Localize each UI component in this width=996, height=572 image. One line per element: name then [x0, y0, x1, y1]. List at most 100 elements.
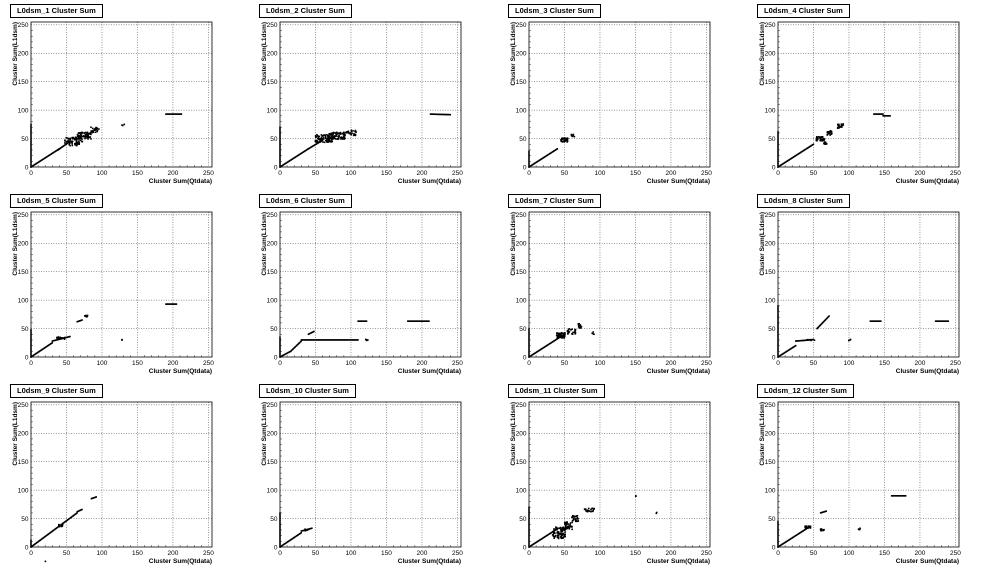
data-point: [572, 518, 575, 521]
x-tick-label: 50: [312, 360, 320, 367]
data-point: [564, 138, 567, 141]
y-axis-label: Cluster Sum(L1dsm): [261, 22, 268, 86]
data-point: [577, 520, 580, 522]
data-point: [563, 137, 566, 139]
data-point: [790, 157, 792, 160]
data-point: [93, 128, 96, 130]
data-point: [809, 527, 812, 529]
data-point: [807, 525, 810, 527]
data-point: [947, 320, 950, 322]
data-point: [875, 113, 878, 115]
data-point: [564, 535, 566, 538]
data-point: [279, 345, 281, 347]
data-point: [311, 339, 313, 341]
data-point: [537, 160, 539, 162]
data-point: [279, 346, 281, 348]
data-point: [528, 545, 530, 547]
data-point: [364, 338, 367, 341]
y-tick-label: 50: [768, 136, 776, 143]
data-point: [824, 141, 827, 143]
data-point: [352, 130, 354, 132]
data-point: [41, 538, 43, 540]
data-point: [810, 144, 812, 147]
data-point: [78, 136, 80, 138]
data-point: [165, 303, 167, 305]
data-point: [279, 142, 281, 145]
plot-frame: [777, 211, 960, 358]
data-point: [777, 354, 779, 357]
data-point: [583, 508, 586, 510]
data-point: [777, 305, 779, 307]
data-point: [304, 149, 307, 152]
data-point: [64, 520, 67, 523]
data-point: [565, 528, 567, 530]
data-point: [279, 342, 281, 345]
data-point: [528, 530, 530, 533]
data-point: [883, 115, 885, 117]
data-point: [310, 332, 312, 334]
data-point: [777, 159, 779, 162]
chart-panel: 0 50 100 150 200 250 0 50 100 150 200 250 Cluster Su…: [498, 0, 747, 190]
data-point: [777, 334, 779, 337]
y-tick-label: 150: [18, 459, 29, 466]
data-point: [303, 150, 306, 153]
data-point: [279, 337, 281, 339]
data-point: [84, 137, 86, 140]
data-point: [325, 339, 328, 341]
data-point: [62, 145, 64, 148]
data-point: [778, 165, 781, 167]
data-point: [777, 341, 779, 344]
data-point: [939, 320, 941, 322]
data-point: [777, 331, 779, 334]
data-point: [828, 315, 830, 317]
data-point: [804, 527, 807, 530]
data-point: [802, 529, 805, 532]
data-point: [528, 345, 530, 348]
data-point: [566, 140, 569, 142]
data-point: [532, 163, 535, 165]
data-point: [332, 339, 334, 341]
data-point: [413, 320, 415, 322]
data-point: [781, 163, 783, 166]
data-point: [447, 113, 450, 116]
data-point: [31, 545, 34, 547]
data-point: [528, 350, 530, 353]
data-point: [279, 539, 281, 542]
chart-panel: 0 50 100 150 200 250 0 50 100 150 200 250 Cluster Su…: [249, 190, 498, 380]
data-point: [562, 137, 564, 139]
data-point: [286, 161, 289, 163]
data-point: [174, 303, 176, 305]
data-point: [777, 160, 779, 163]
data-point: [48, 344, 50, 346]
data-point: [797, 153, 800, 155]
data-point: [30, 143, 32, 146]
data-point: [792, 346, 795, 348]
data-point: [309, 527, 311, 530]
chart-title: L0dsm_12 Cluster Sum: [757, 384, 854, 398]
data-point: [81, 135, 83, 138]
data-point: [74, 138, 76, 141]
chart-title: L0dsm_3 Cluster Sum: [508, 4, 601, 18]
data-point: [528, 161, 530, 164]
data-point: [778, 355, 780, 358]
data-point: [61, 146, 63, 149]
data-point: [36, 352, 38, 354]
data-point: [171, 303, 173, 305]
data-point: [30, 340, 32, 343]
data-point: [345, 339, 348, 341]
data-point: [37, 351, 40, 353]
data-point: [777, 540, 779, 543]
x-tick-label: 50: [561, 360, 569, 367]
data-point: [295, 535, 297, 538]
data-point: [777, 348, 779, 350]
data-point: [828, 132, 831, 135]
data-point: [30, 154, 32, 157]
data-point: [315, 143, 317, 145]
data-point: [289, 539, 291, 542]
data-point: [30, 541, 32, 543]
data-point: [777, 328, 779, 330]
y-tick-label: 250: [18, 212, 29, 219]
data-point: [777, 137, 779, 139]
data-point: [541, 537, 543, 540]
data-point: [55, 527, 57, 530]
